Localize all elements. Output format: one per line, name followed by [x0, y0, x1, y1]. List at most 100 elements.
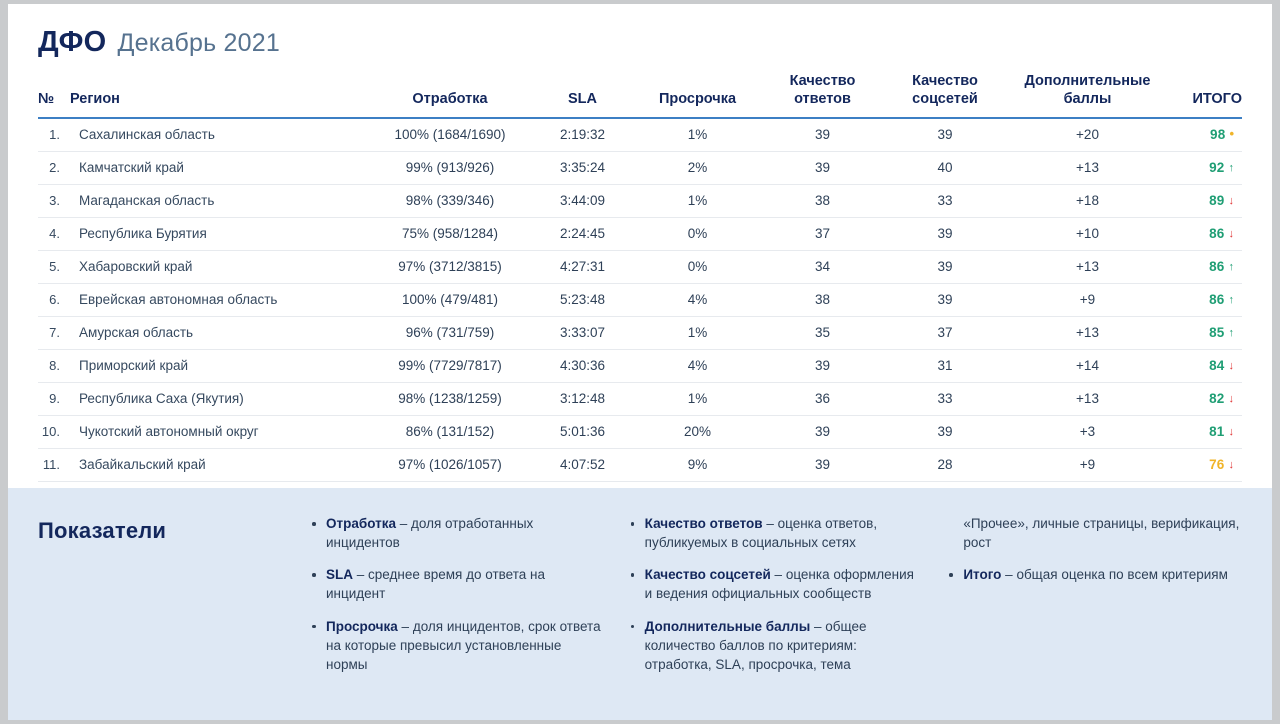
row-total-score: 89 — [1209, 192, 1225, 208]
legend-column-3: «Прочее», личные страницы, верификация, … — [945, 514, 1242, 720]
row-total-cell: 92 ↑ — [1170, 151, 1242, 184]
row-region-name: Магаданская область — [79, 192, 215, 208]
table-row[interactable]: 11. Забайкальский край 97% (1026/1057) 4:07… — [38, 448, 1242, 482]
row-total-score: 86 — [1209, 225, 1225, 241]
row-sla-value: 3:44:09 — [559, 192, 606, 208]
row-region-name: Камчатский край — [79, 159, 184, 175]
table-row[interactable]: 10. Чукотский автономный округ 86% (131/15… — [38, 415, 1242, 449]
legend-item-term: Качество соцсетей — [644, 567, 771, 583]
row-otrabotka-value: 97% (1026/1057) — [398, 456, 502, 472]
table-row[interactable]: 1. Сахалинская область 100% (1684/1690) 2:1… — [38, 118, 1242, 152]
row-number: 3. — [49, 192, 60, 208]
legend-item: Просрочка – доля инцидентов, срок ответа… — [308, 617, 605, 674]
row-total-score: 84 — [1209, 357, 1225, 373]
row-extra-points-value: +10 — [1076, 225, 1099, 241]
row-quality-socials-value: 39 — [937, 423, 953, 439]
row-extra-points-value: +13 — [1076, 324, 1099, 340]
row-total-cell: 81 ↓ — [1170, 415, 1242, 448]
legend-item-text: доля отработанных инцидентов — [326, 516, 534, 551]
row-number: 1. — [49, 127, 60, 143]
row-total-score: 81 — [1209, 423, 1225, 439]
legend-item-text: общая оценка по всем критериям — [1016, 567, 1228, 583]
legend-item: SLA – среднее время до ответа на инциден… — [308, 565, 605, 603]
table-row[interactable]: 9. Республика Саха (Якутия) 98% (1238/1259… — [38, 382, 1242, 416]
trend-down-icon: ↓ — [1228, 227, 1235, 240]
row-sla-value: 3:33:07 — [559, 324, 606, 340]
legend-item-term: Отработка — [326, 516, 396, 531]
row-quality-answers-value: 39 — [814, 423, 831, 439]
row-extra-points-value: +18 — [1076, 192, 1099, 208]
row-otrabotka-value: 96% (731/759) — [405, 324, 495, 340]
row-prosrochka-value: 1% — [687, 126, 708, 142]
legend-item-text: «Прочее», личные страницы, верификация, … — [963, 516, 1240, 551]
trend-down-icon: ↓ — [1228, 359, 1235, 372]
row-extra-points-value: +9 — [1079, 291, 1096, 307]
row-extra-points-value: +3 — [1079, 423, 1096, 439]
row-prosrochka-value: 1% — [687, 324, 708, 340]
row-quality-socials-value: 33 — [937, 192, 953, 208]
row-extra-points-value: +13 — [1076, 159, 1099, 175]
table-row[interactable]: 7. Амурская область 96% (731/759) 3:33:07 1%… — [38, 316, 1242, 350]
legend-item-dash: – — [1001, 567, 1017, 583]
row-quality-answers-value: 39 — [814, 357, 831, 373]
column-header-region[interactable]: Регион — [70, 91, 120, 108]
table-body: 1. Сахалинская область 100% (1684/1690) 2:1… — [38, 118, 1242, 482]
row-number: 5. — [49, 258, 60, 274]
column-header-prosrochka[interactable]: Просрочка — [658, 91, 737, 108]
row-sla-value: 4:07:52 — [559, 456, 606, 472]
row-quality-socials-value: 37 — [937, 324, 953, 340]
row-total-cell: 98 • — [1170, 118, 1242, 151]
row-quality-socials-value: 28 — [937, 456, 953, 472]
row-region-name: Чукотский автономный округ — [79, 423, 259, 439]
table-row[interactable]: 5. Хабаровский край 97% (3712/3815) 4:27:31… — [38, 250, 1242, 284]
column-header-otrabotka[interactable]: Отработка — [412, 91, 488, 108]
column-header-sla[interactable]: SLA — [568, 91, 597, 108]
table-row[interactable]: 4. Республика Бурятия 75% (958/1284) 2:24:4… — [38, 217, 1242, 251]
row-number: 8. — [49, 357, 60, 373]
row-quality-socials-value: 39 — [937, 258, 953, 274]
row-quality-socials-value: 31 — [937, 357, 953, 373]
row-total-cell: 82 ↓ — [1170, 382, 1242, 415]
column-header-quality-answers[interactable]: Качество ответов — [760, 72, 885, 118]
column-header-extra-points-line1: Дополнительные — [1024, 73, 1151, 89]
district-name: ДФО — [38, 26, 107, 58]
table-row[interactable]: 3. Магаданская область 98% (339/346) 3:44:0… — [38, 184, 1242, 218]
row-sla-value: 5:23:48 — [559, 291, 606, 307]
table-row[interactable]: 6. Еврейская автономная область 100% (479/… — [38, 283, 1242, 317]
legend-item-term: Итого — [963, 567, 1002, 583]
legend-item-term: Качество ответов — [644, 516, 763, 531]
column-header-quality-socials-line2: соцсетей — [912, 91, 978, 108]
column-header-total[interactable]: ИТОГО — [1192, 91, 1242, 108]
trend-flat-icon: • — [1229, 125, 1234, 141]
legend-item: Итого – общая оценка по всем критериям — [945, 565, 1242, 584]
legend-list-3: «Прочее», личные страницы, верификация, … — [945, 514, 1242, 584]
table-row[interactable]: 8. Приморский край 99% (7729/7817) 4:30:36 4… — [38, 349, 1242, 383]
row-number: 2. — [49, 159, 60, 175]
row-total-score: 76 — [1209, 456, 1225, 472]
column-header-quality-answers-line1: Качество — [789, 73, 856, 89]
column-header-number[interactable]: № — [38, 91, 55, 108]
regions-rating-table: № Регион Отработка SLA Просрочка Качеств… — [38, 72, 1242, 482]
legend-item: Дополнительные баллы – общее количество … — [627, 617, 924, 674]
row-prosrochka-value: 4% — [687, 357, 708, 373]
row-total-score: 85 — [1209, 324, 1225, 340]
legend-item: «Прочее», личные страницы, верификация, … — [945, 514, 1242, 552]
legend-item-text: среднее время до ответа на инцидент — [326, 567, 545, 602]
row-number: 11. — [42, 456, 60, 472]
table-row[interactable]: 2. Камчатский край 99% (913/926) 3:35:24 2% 3… — [38, 151, 1242, 185]
row-extra-points-value: +20 — [1076, 126, 1099, 142]
column-header-quality-socials-line1: Качество — [912, 73, 978, 89]
row-quality-answers-value: 38 — [814, 192, 831, 208]
trend-up-icon: ↑ — [1228, 326, 1235, 339]
row-region-name: Хабаровский край — [79, 258, 193, 274]
column-header-extra-points[interactable]: Дополнительные баллы — [1005, 72, 1170, 118]
row-region-name: Республика Бурятия — [79, 225, 207, 241]
row-otrabotka-value: 100% (1684/1690) — [394, 126, 506, 142]
legend-column-2: Качество ответов – оценка ответов, публи… — [627, 514, 946, 720]
legend-item-text: оценка ответов, публикуемых в социальных… — [644, 516, 878, 551]
row-quality-answers-value: 39 — [814, 456, 831, 472]
legend-item-term: Просрочка — [326, 618, 398, 634]
trend-down-icon: ↓ — [1228, 392, 1235, 405]
column-header-quality-socials[interactable]: Качество соцсетей — [885, 72, 1005, 118]
row-quality-socials-value: 39 — [937, 225, 953, 241]
